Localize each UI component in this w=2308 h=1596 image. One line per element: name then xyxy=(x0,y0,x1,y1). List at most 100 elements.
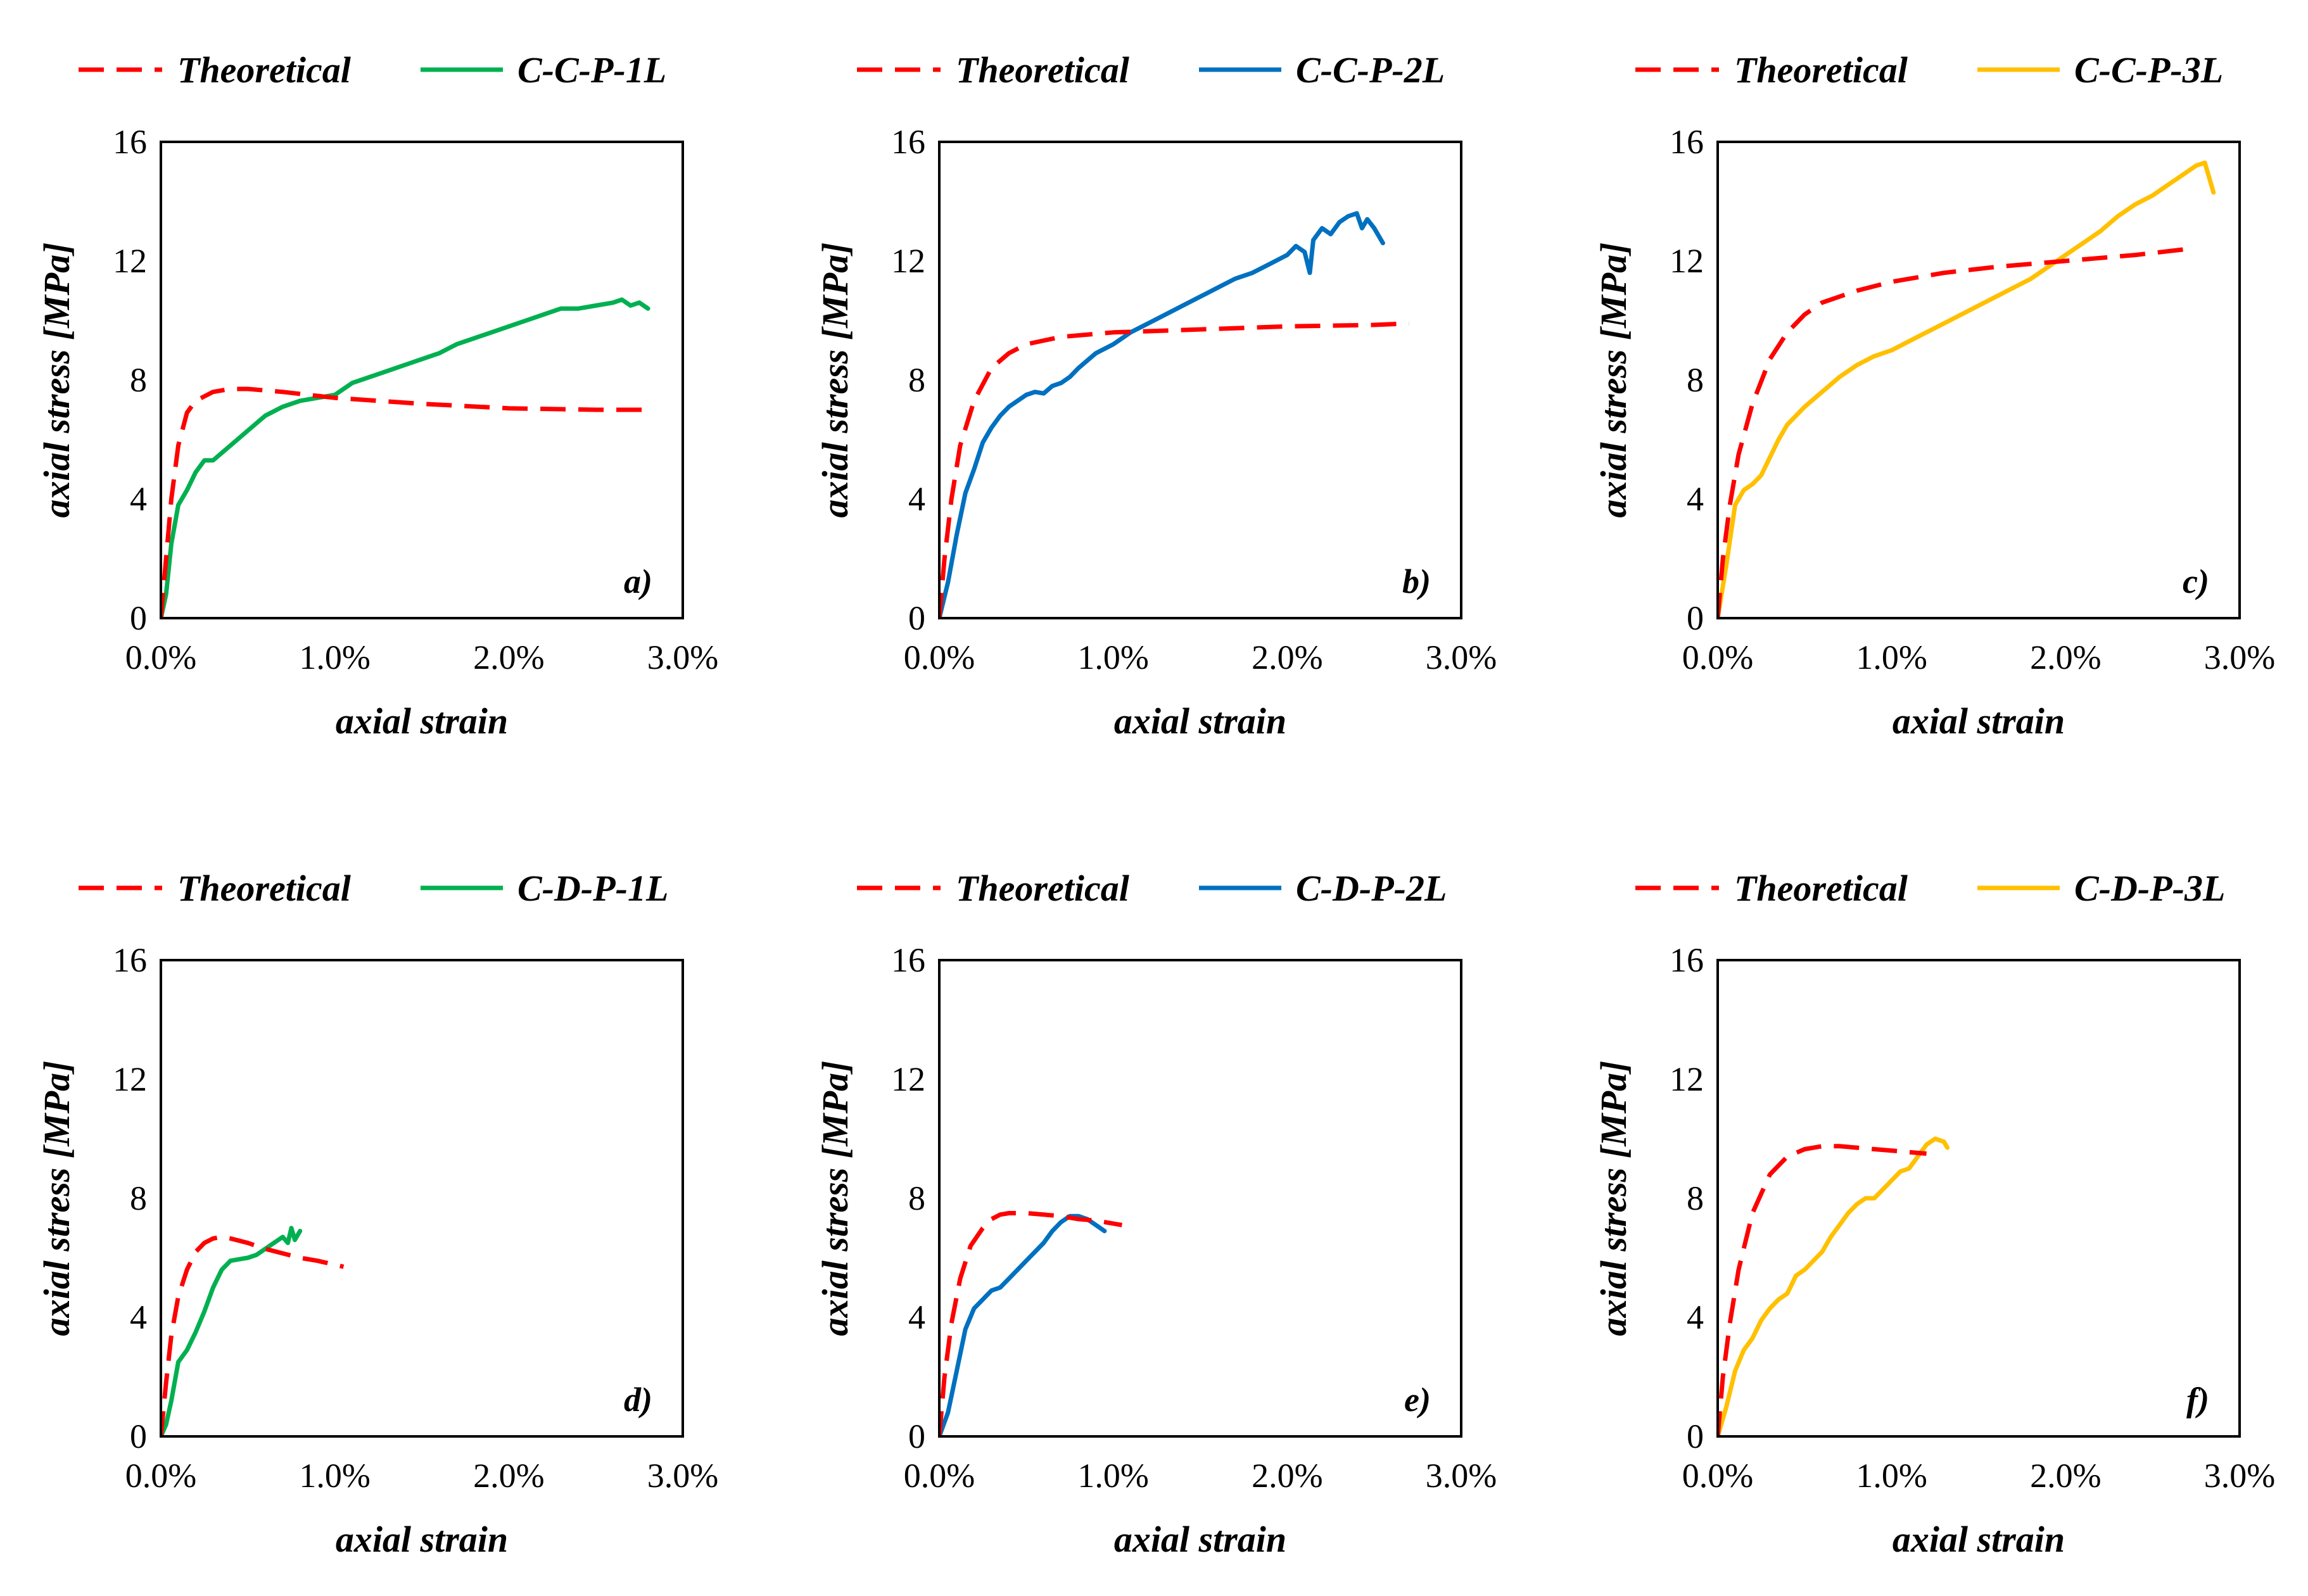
legend: Theoretical C-D-P-1L xyxy=(79,868,668,909)
x-axis-title: axial strain xyxy=(1114,700,1286,742)
series-line-theoretical xyxy=(161,1234,345,1436)
y-tick-label: 16 xyxy=(113,123,147,161)
x-tick-label: 3.0% xyxy=(647,638,718,676)
x-axis-title: axial strain xyxy=(336,700,508,742)
series-line-specimen xyxy=(939,1213,1107,1436)
x-tick-label: 3.0% xyxy=(1426,638,1497,676)
plot-frame xyxy=(160,959,684,1438)
y-axis-title: axial stress [MPa] xyxy=(1593,1061,1634,1336)
x-tick-label: 2.0% xyxy=(2030,1457,2101,1495)
x-tick-label: 1.0% xyxy=(299,638,370,676)
series-line-specimen xyxy=(1718,160,2216,618)
y-axis-title: axial stress [MPa] xyxy=(36,1061,77,1336)
y-axis-title: axial stress [MPa] xyxy=(1593,243,1634,518)
y-tick-label: 0 xyxy=(1687,1417,1704,1455)
chart-panel-1: Theoretical C-C-P-1L 0 4 8 12 16 0.0% 1.0% 2.0% 3.… xyxy=(36,49,718,742)
y-tick-label: 4 xyxy=(1687,480,1704,518)
legend-label-theoretical: Theoretical xyxy=(1734,868,1908,909)
plot-frame xyxy=(938,959,1462,1438)
legend-label-specimen: C-D-P-1L xyxy=(517,868,668,909)
x-tick-label: 1.0% xyxy=(299,1457,370,1495)
x-axis-title: axial strain xyxy=(336,1519,508,1560)
x-tick-label: 2.0% xyxy=(2030,638,2101,676)
chart-panel-6: Theoretical C-D-P-3L 0 4 8 12 16 0.0% 1.0% 2.0% 3.… xyxy=(1593,868,2275,1560)
legend: Theoretical C-C-P-1L xyxy=(79,49,666,91)
x-tick-label: 0.0% xyxy=(125,638,196,676)
chart-panel-2: Theoretical C-C-P-2L 0 4 8 12 16 0.0% 1.0% 2.0% 3.… xyxy=(815,49,1497,742)
x-tick-label: 2.0% xyxy=(473,638,544,676)
x-tick-label: 1.0% xyxy=(1077,1457,1148,1495)
y-tick-label: 0 xyxy=(130,1417,147,1455)
y-tick-label: 8 xyxy=(908,1179,925,1217)
y-axis-title: axial stress [MPa] xyxy=(36,243,77,518)
y-tick-label: 0 xyxy=(1687,599,1704,637)
x-tick-label: 0.0% xyxy=(125,1457,196,1495)
x-tick-label: 0.0% xyxy=(1682,638,1753,676)
panel-label: e) xyxy=(1404,1381,1431,1419)
y-tick-label: 8 xyxy=(130,361,147,399)
panel-label: a) xyxy=(624,562,652,600)
legend: Theoretical C-C-P-2L xyxy=(857,49,1445,91)
x-tick-label: 3.0% xyxy=(2204,1457,2275,1495)
legend-label-specimen: C-C-P-2L xyxy=(1296,49,1445,91)
x-tick-label: 1.0% xyxy=(1077,638,1148,676)
plot-frame xyxy=(1716,959,2241,1438)
plot-frame xyxy=(1716,141,2241,619)
series-line-theoretical xyxy=(939,1211,1122,1436)
legend-label-specimen: C-C-P-3L xyxy=(2074,49,2223,91)
x-axis-title: axial strain xyxy=(1114,1519,1286,1560)
legend-label-specimen: C-D-P-3L xyxy=(2074,868,2225,909)
y-tick-label: 0 xyxy=(130,599,147,637)
y-tick-label: 16 xyxy=(891,123,925,161)
y-tick-label: 12 xyxy=(1670,242,1704,280)
x-tick-label: 1.0% xyxy=(1856,1457,1927,1495)
legend-label-specimen: C-D-P-2L xyxy=(1296,868,1447,909)
series-line-theoretical xyxy=(1718,246,2188,618)
y-tick-label: 12 xyxy=(891,1060,925,1098)
x-axis-title: axial strain xyxy=(1893,1519,2065,1560)
legend-label-specimen: C-C-P-1L xyxy=(517,49,666,91)
y-axis-title: axial stress [MPa] xyxy=(815,1061,856,1336)
legend-label-theoretical: Theoretical xyxy=(956,49,1130,91)
panel-label: b) xyxy=(1402,562,1431,600)
panel-label: c) xyxy=(2183,562,2209,600)
series-line-theoretical xyxy=(939,321,1409,618)
y-tick-label: 4 xyxy=(1687,1298,1704,1336)
y-tick-label: 12 xyxy=(891,242,925,280)
y-tick-label: 16 xyxy=(1670,123,1704,161)
y-tick-label: 8 xyxy=(1687,361,1704,399)
y-tick-label: 8 xyxy=(1687,1179,1704,1217)
y-axis-title: axial stress [MPa] xyxy=(815,243,856,518)
series-line-specimen xyxy=(161,1226,303,1436)
x-tick-label: 0.0% xyxy=(1682,1457,1753,1495)
y-tick-label: 4 xyxy=(908,480,925,518)
legend-label-theoretical: Theoretical xyxy=(177,49,352,91)
x-tick-label: 3.0% xyxy=(1426,1457,1497,1495)
x-axis-title: axial strain xyxy=(1893,700,2065,742)
legend: Theoretical C-D-P-3L xyxy=(1635,868,2225,909)
y-tick-label: 0 xyxy=(908,599,925,637)
panel-label: f) xyxy=(2186,1381,2209,1419)
y-tick-label: 8 xyxy=(908,361,925,399)
series-line-specimen xyxy=(161,297,650,618)
y-tick-label: 16 xyxy=(1670,941,1704,979)
chart-panel-4: Theoretical C-D-P-1L 0 4 8 12 16 0.0% 1.0% 2.0% 3.… xyxy=(36,868,718,1560)
y-tick-label: 16 xyxy=(891,941,925,979)
y-tick-label: 12 xyxy=(113,242,147,280)
chart-panel-3: Theoretical C-C-P-3L 0 4 8 12 16 0.0% 1.0% 2.0% 3.… xyxy=(1593,49,2275,742)
x-tick-label: 2.0% xyxy=(1252,638,1322,676)
series-line-theoretical xyxy=(1718,1144,1927,1436)
y-tick-label: 4 xyxy=(130,1298,147,1336)
y-tick-label: 4 xyxy=(130,480,147,518)
series-line-specimen xyxy=(939,211,1385,618)
plot-frame xyxy=(160,141,684,619)
x-tick-label: 3.0% xyxy=(2204,638,2275,676)
legend: Theoretical C-C-P-3L xyxy=(1635,49,2223,91)
x-tick-label: 1.0% xyxy=(1856,638,1927,676)
x-tick-label: 0.0% xyxy=(904,638,975,676)
y-tick-label: 12 xyxy=(113,1060,147,1098)
chart-panel-5: Theoretical C-D-P-2L 0 4 8 12 16 0.0% 1.0% 2.0% 3.… xyxy=(815,868,1497,1560)
series-line-specimen xyxy=(1718,1136,1950,1436)
y-tick-label: 16 xyxy=(113,941,147,979)
